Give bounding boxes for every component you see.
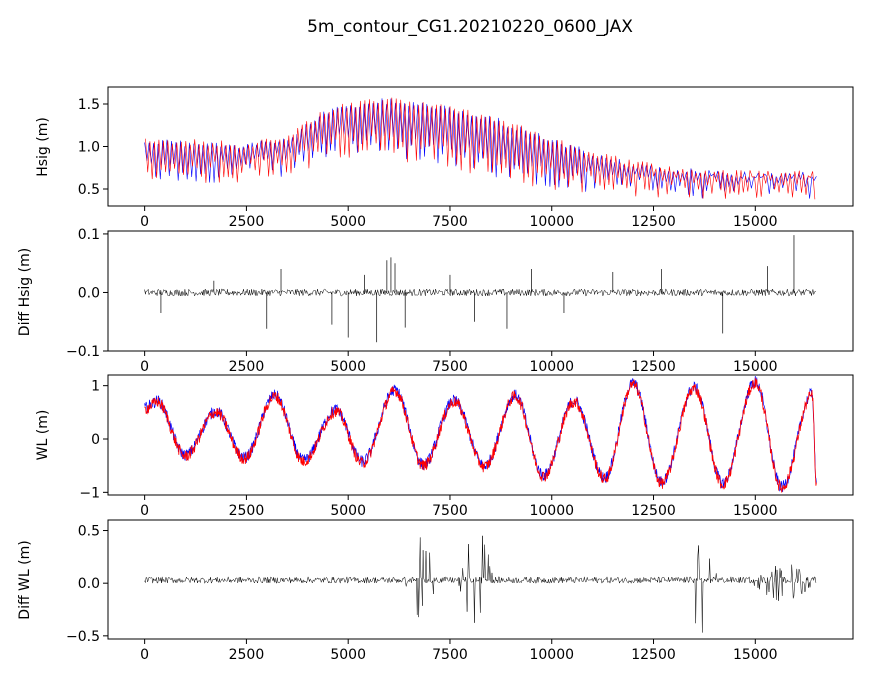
y-tick-label: 0.5 [78,182,100,198]
diff-hsig-panel: 0 2500 5000 7500 10000 12500 15000 −0.1 0.0 0.1 D… [17,227,854,375]
y-tick-label: 0.0 [78,285,100,301]
x-tick-label: 12500 [631,503,676,519]
y-tick-label: 1.5 [78,97,100,113]
hsig-ylabel: Hsig (m) [35,117,51,177]
x-tick-label: 2500 [229,214,265,230]
series-line-difference [144,535,817,633]
series-line-model [144,98,817,199]
x-tick-label: 0 [140,503,149,519]
diff-wl-ylabel: Diff WL (m) [17,540,33,619]
x-tick-label: 5000 [330,503,366,519]
diff-wl-panel: 0 2500 5000 7500 10000 12500 15000 −0.5 0.0 0.5 D… [17,519,854,663]
x-tick-label: 7500 [432,503,468,519]
x-tick-label: 7500 [432,359,468,375]
hsig-axes-frame [107,86,854,207]
series-line-observed [144,377,817,493]
x-tick-label: 12500 [631,214,676,230]
x-tick-label: 5000 [330,359,366,375]
x-tick-label: 0 [140,359,149,375]
y-tick-label: 1 [91,379,100,395]
x-tick-label: 12500 [631,359,676,375]
y-tick-label: −0.5 [66,629,100,645]
x-tick-label: 0 [140,214,149,230]
wl-panel: 0 2500 5000 7500 10000 12500 15000 −1 0 1 WL (m) [35,374,854,519]
x-tick-label: 0 [140,647,149,663]
y-tick-label: −1 [79,485,100,501]
series-line-difference [144,288,816,297]
y-tick-label: 1.0 [78,140,100,156]
figure-title: 5m_contour_CG1.20210220_0600_JAX [307,17,633,37]
x-tick-label: 15000 [733,503,778,519]
x-tick-label: 10000 [529,647,574,663]
hsig-panel: 0 2500 5000 7500 10000 12500 15000 0.5 1.0 1.5 Hs… [35,86,854,230]
x-tick-label: 12500 [631,647,676,663]
x-tick-label: 7500 [432,214,468,230]
x-tick-label: 5000 [330,647,366,663]
x-tick-label: 5000 [330,214,366,230]
x-tick-label: 2500 [229,359,265,375]
x-tick-label: 2500 [229,647,265,663]
x-tick-label: 10000 [529,503,574,519]
diff-hsig-axes-frame [107,230,854,352]
series-line-model [144,375,817,492]
diff-hsig-ylabel: Diff Hsig (m) [17,248,33,336]
x-tick-label: 15000 [733,214,778,230]
x-tick-label: 15000 [733,647,778,663]
wl-axes-frame [107,374,854,496]
y-tick-label: 0.0 [78,576,100,592]
x-tick-label: 2500 [229,503,265,519]
x-tick-label: 10000 [529,359,574,375]
x-tick-label: 10000 [529,214,574,230]
y-tick-label: 0 [91,432,100,448]
wl-ylabel: WL (m) [35,410,51,461]
series-line-observed [145,97,816,200]
x-tick-label: 15000 [733,359,778,375]
y-tick-label: −0.1 [66,344,100,360]
y-tick-label: 0.1 [78,227,100,243]
x-tick-label: 7500 [432,647,468,663]
diff-wl-axes-frame [107,519,854,640]
y-tick-label: 0.5 [78,524,100,540]
